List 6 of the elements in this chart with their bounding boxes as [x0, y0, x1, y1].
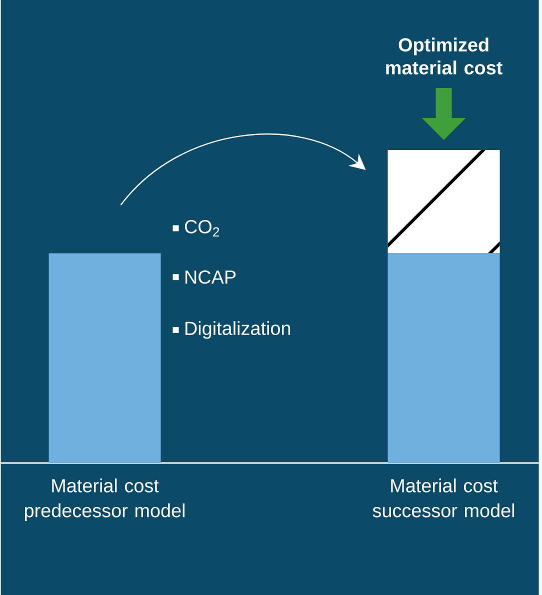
x-tick-label: Material cost predecessor model: [24, 478, 184, 522]
annotation: NCAP: [185, 270, 236, 284]
x-tick-label: Material cost successor model: [372, 478, 514, 518]
annotation: CO$_{2}$: [184, 220, 220, 237]
annotation: Digitalization: [185, 321, 290, 339]
text: Optimized material cost: [386, 38, 502, 74]
